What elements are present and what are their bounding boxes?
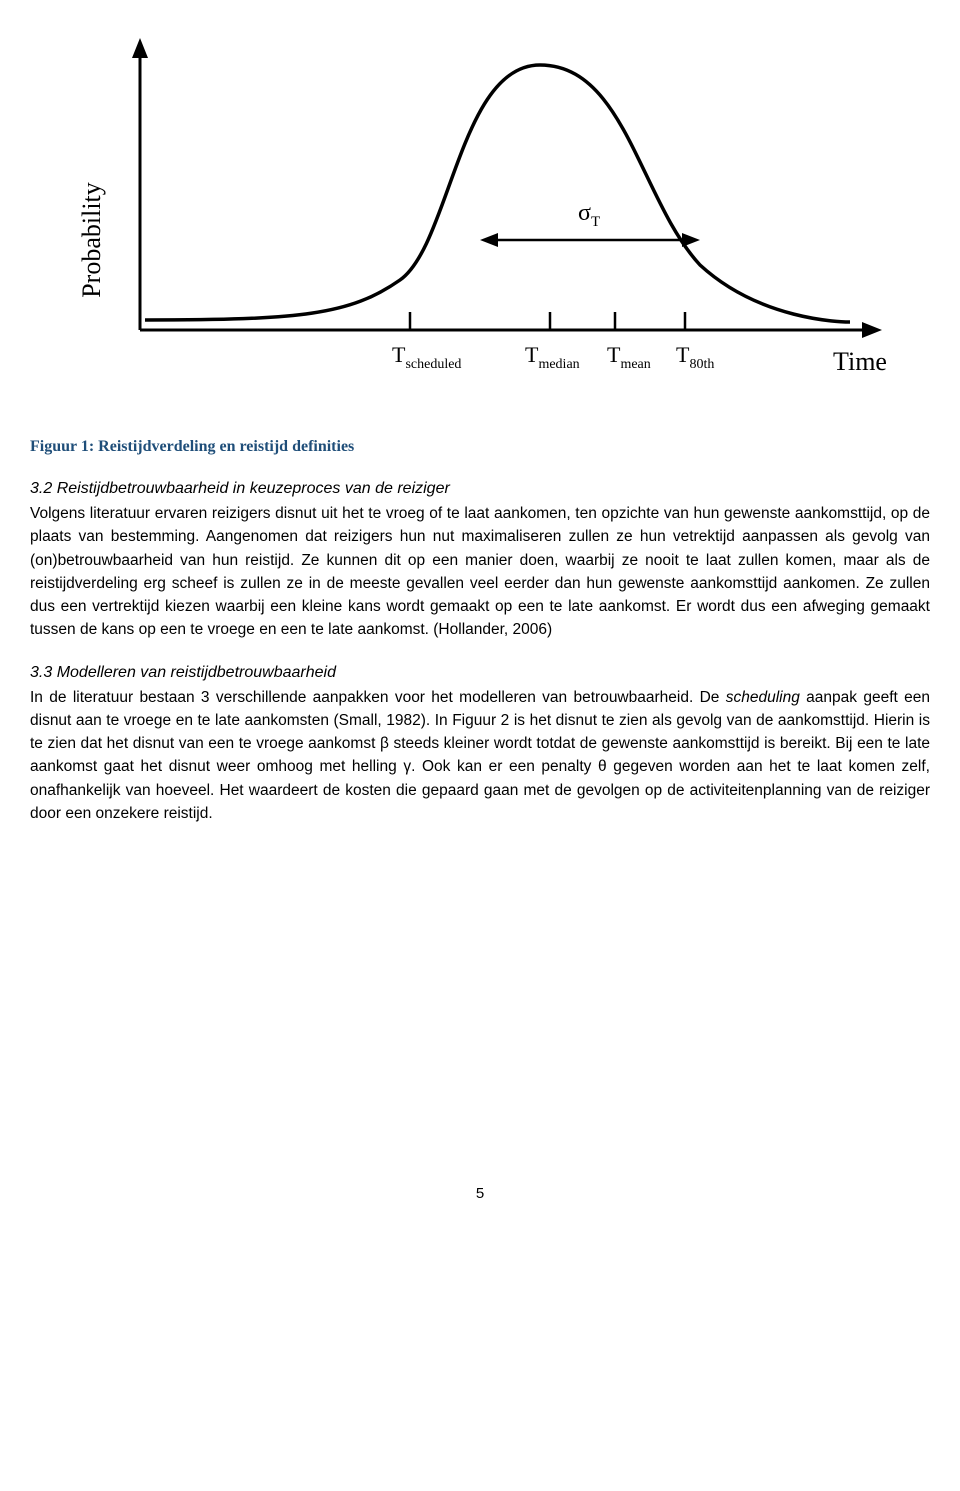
section-3-2-body: Volgens literatuur ervaren reizigers dis… [30, 502, 930, 642]
document-page: σT Probability Time Tscheduled Tmedian T… [0, 0, 960, 1242]
tick-label-80th: T80th [676, 342, 714, 372]
x-axis-label: Time [833, 347, 887, 376]
figure-caption: Figuur 1: Reistijdverdeling en reistijd … [30, 438, 930, 456]
section-3-2-heading: 3.2 Reistijdbetrouwbaarheid in keuzeproc… [30, 480, 930, 498]
tick-label-median: Tmedian [525, 342, 580, 372]
section-3-3-heading: 3.3 Modelleren van reistijdbetrouwbaarhe… [30, 664, 930, 682]
tick-label-mean: Tmean [607, 342, 651, 372]
x-axis-arrowhead [862, 322, 882, 338]
sigma-arrow-left [480, 233, 498, 247]
page-number: 5 [30, 1185, 930, 1202]
distribution-curve [145, 65, 850, 322]
tick-label-scheduled: Tscheduled [392, 342, 461, 372]
sigma-label: σT [578, 200, 600, 230]
section-3-3-body: In de literatuur bestaan 3 verschillende… [30, 686, 930, 826]
travel-time-distribution-chart: σT Probability Time Tscheduled Tmedian T… [40, 10, 920, 420]
sigma-arrow-right [682, 233, 700, 247]
y-axis-arrowhead [132, 38, 148, 58]
y-axis-label: Probability [77, 182, 106, 298]
